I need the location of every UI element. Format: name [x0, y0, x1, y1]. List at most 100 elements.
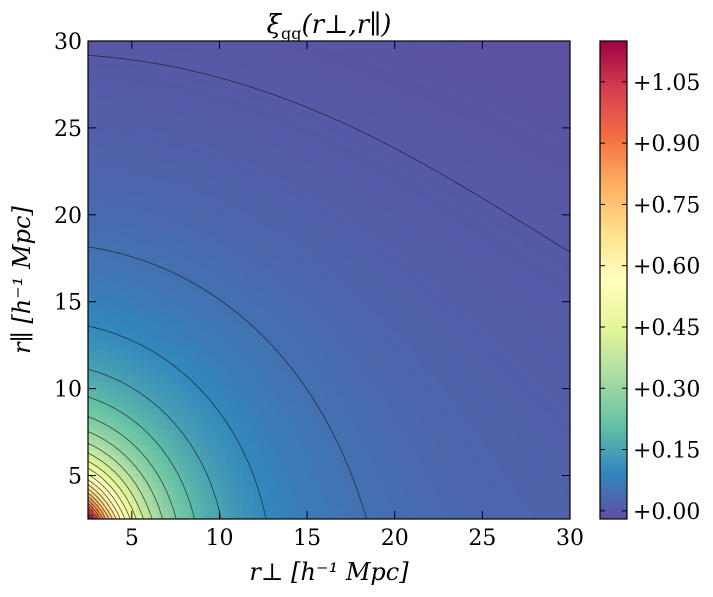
- heatmap-cell: [361, 141, 368, 148]
- heatmap-cell: [339, 349, 346, 355]
- heatmap-cell: [125, 343, 132, 350]
- heatmap-cell: [248, 439, 255, 446]
- heatmap-cell: [377, 439, 384, 446]
- heatmap-cell: [216, 216, 223, 223]
- heatmap-cell: [350, 72, 357, 79]
- heatmap-cell: [355, 407, 362, 414]
- heatmap-cell: [130, 508, 137, 515]
- heatmap-cell: [88, 407, 94, 414]
- heatmap-cell: [157, 216, 164, 223]
- heatmap-cell: [173, 280, 180, 286]
- heatmap-cell: [216, 226, 223, 233]
- heatmap-cell: [286, 51, 293, 58]
- heatmap-cell: [355, 232, 362, 239]
- heatmap-cell: [157, 195, 164, 201]
- heatmap-cell: [280, 370, 287, 377]
- heatmap-cell: [189, 322, 196, 329]
- heatmap-cell: [109, 434, 116, 440]
- heatmap-cell: [254, 141, 260, 148]
- heatmap-cell: [286, 338, 293, 345]
- heatmap-cell: [237, 370, 244, 377]
- heatmap-cell: [248, 386, 255, 393]
- heatmap-cell: [136, 168, 143, 175]
- heatmap-cell: [205, 62, 212, 69]
- heatmap-cell: [259, 189, 266, 196]
- heatmap-cell: [211, 295, 218, 302]
- heatmap-cell: [307, 439, 314, 446]
- heatmap-cell: [227, 380, 234, 387]
- heatmap-cell: [216, 184, 223, 191]
- heatmap-cell: [318, 237, 325, 244]
- heatmap-cell: [162, 195, 169, 201]
- heatmap-cell: [232, 157, 239, 164]
- heatmap-cell: [296, 465, 303, 472]
- heatmap-cell: [248, 333, 255, 340]
- heatmap-cell: [130, 375, 137, 382]
- heatmap-cell: [307, 465, 314, 472]
- heatmap-cell: [254, 205, 260, 212]
- heatmap-cell: [345, 141, 352, 148]
- heatmap-cell: [200, 317, 207, 324]
- heatmap-cell: [200, 195, 207, 201]
- heatmap-cell: [350, 285, 357, 292]
- heatmap-cell: [248, 492, 255, 499]
- heatmap-cell: [157, 396, 164, 403]
- heatmap-cell: [173, 200, 180, 207]
- heatmap-cell: [141, 465, 148, 472]
- heatmap-cell: [366, 455, 373, 462]
- heatmap-cell: [361, 200, 368, 207]
- heatmap-cell: [141, 327, 148, 334]
- heatmap-cell: [323, 364, 330, 371]
- heatmap-cell: [350, 301, 357, 308]
- heatmap-cell: [221, 492, 228, 499]
- heatmap-cell: [264, 258, 271, 265]
- heatmap-cell: [104, 306, 111, 313]
- heatmap-cell: [237, 216, 244, 223]
- heatmap-cell: [345, 465, 352, 472]
- heatmap-cell: [184, 412, 191, 419]
- heatmap-cell: [200, 274, 207, 281]
- heatmap-cell: [318, 402, 325, 409]
- heatmap-cell: [361, 46, 368, 53]
- heatmap-cell: [130, 322, 137, 329]
- heatmap-cell: [146, 147, 153, 154]
- heatmap-cell: [205, 285, 212, 292]
- heatmap-cell: [275, 391, 282, 398]
- heatmap-cell: [141, 434, 148, 440]
- heatmap-cell: [334, 375, 341, 382]
- heatmap-cell: [184, 62, 191, 69]
- heatmap-cell: [162, 205, 169, 212]
- heatmap-cell: [286, 428, 293, 435]
- heatmap-cell: [232, 423, 239, 430]
- heatmap-cell: [345, 280, 352, 286]
- heatmap-cell: [264, 428, 271, 435]
- heatmap-cell: [345, 380, 352, 387]
- heatmap-cell: [323, 380, 330, 387]
- heatmap-cell: [248, 115, 255, 122]
- heatmap-cell: [286, 423, 293, 430]
- heatmap-cell: [120, 189, 127, 196]
- heatmap-cell: [168, 407, 175, 414]
- heatmap-cell: [329, 402, 335, 409]
- heatmap-cell: [361, 322, 368, 329]
- heatmap-cell: [318, 476, 325, 483]
- heatmap-cell: [152, 163, 159, 170]
- heatmap-cell: [254, 343, 260, 350]
- heatmap-cell: [361, 147, 368, 154]
- heatmap-cell: [152, 248, 159, 255]
- heatmap-cell: [109, 375, 116, 382]
- heatmap-cell: [109, 83, 116, 90]
- heatmap-cell: [307, 492, 314, 499]
- heatmap-cell: [307, 83, 314, 90]
- heatmap-cell: [361, 317, 368, 324]
- heatmap-cell: [291, 136, 298, 143]
- heatmap-cell: [157, 41, 164, 47]
- heatmap-cell: [173, 269, 180, 276]
- heatmap-cell: [221, 487, 228, 494]
- heatmap-cell: [361, 349, 368, 355]
- heatmap-cell: [114, 78, 121, 85]
- heatmap-cell: [168, 386, 175, 393]
- heatmap-cell: [291, 343, 298, 350]
- heatmap-cell: [200, 386, 207, 393]
- heatmap-cell: [195, 179, 202, 185]
